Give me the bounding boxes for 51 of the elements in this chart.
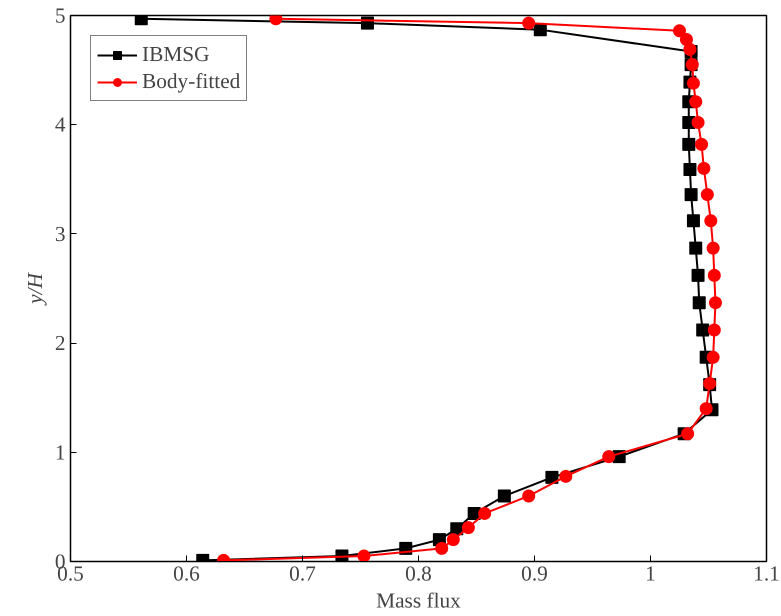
point [692, 268, 705, 282]
point [545, 470, 558, 484]
point [686, 214, 700, 228]
y-tick-label: 1 [54, 440, 66, 464]
x-tick-label: 1 [645, 562, 656, 586]
x-tick-label: 0.7 [289, 562, 316, 586]
point [684, 188, 698, 202]
point [682, 138, 696, 151]
point [680, 33, 693, 46]
point [522, 16, 536, 30]
point [559, 470, 572, 483]
legend-label: Body-fitted [142, 69, 240, 94]
point [706, 350, 720, 364]
point [704, 214, 718, 228]
point [686, 76, 700, 90]
point [673, 24, 686, 38]
point [689, 242, 702, 255]
point [446, 533, 460, 546]
point [498, 489, 511, 502]
point [692, 296, 706, 310]
point [357, 550, 370, 562]
point [692, 116, 705, 130]
point [696, 323, 710, 336]
y-tick-label: 2 [54, 331, 66, 356]
x-tick-label: 0.6 [173, 562, 200, 586]
y-tick-label: 4 [54, 112, 66, 137]
y-axis-title: y/H [22, 272, 47, 306]
point [602, 450, 616, 464]
y-tick-label: 3 [54, 222, 66, 246]
point [706, 242, 720, 255]
point [522, 489, 536, 502]
point [462, 521, 475, 534]
legend-label: IBMSG [142, 42, 210, 67]
point [695, 138, 708, 151]
x-tick-label: 0.8 [405, 562, 432, 586]
x-tick-label: 1.1 [753, 562, 780, 586]
point [478, 506, 492, 520]
point [700, 402, 713, 416]
x-axis-title: Mass flux [376, 588, 462, 612]
point [700, 188, 714, 202]
point [683, 42, 696, 56]
point [435, 542, 448, 555]
point [708, 296, 722, 310]
point [708, 268, 721, 282]
point [708, 324, 721, 336]
point [681, 427, 694, 440]
point [689, 95, 702, 108]
point [683, 162, 696, 176]
x-tick-label: 0.9 [521, 562, 548, 586]
point [697, 162, 710, 175]
y-tick-label: 5 [54, 4, 66, 28]
